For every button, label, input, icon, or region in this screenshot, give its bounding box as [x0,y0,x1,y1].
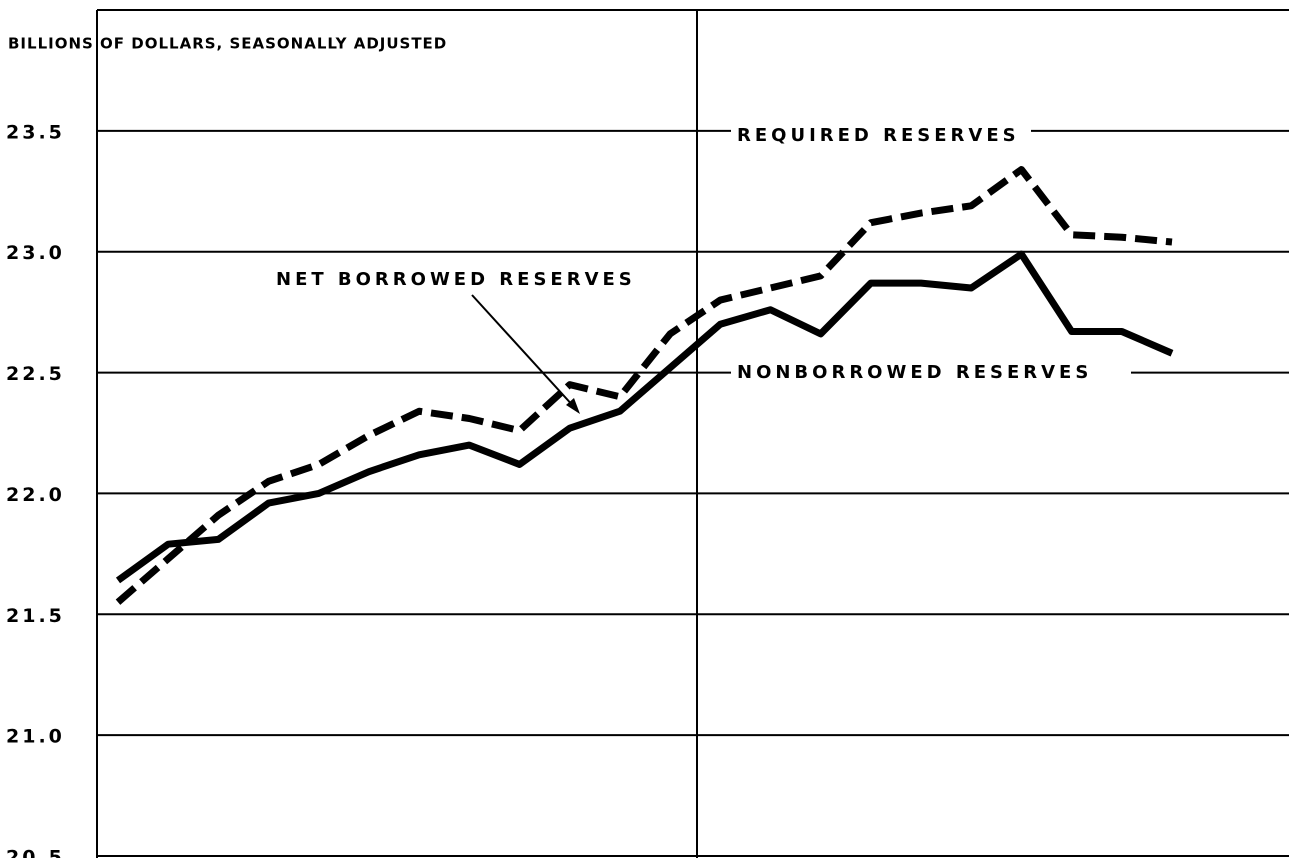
y-tick-label: 23.5 [6,121,65,143]
arrow-head [566,398,580,414]
series-label: REQUIRED RESERVES [737,125,1020,146]
y-axis-label: BILLIONS OF DOLLARS, SEASONALLY ADJUSTED [8,35,447,53]
y-tick-label: 21.0 [6,726,65,748]
annotation: NET BORROWED RESERVES [276,269,636,290]
y-tick-label: 21.5 [6,605,65,627]
y-tick-label: 22.5 [6,363,65,385]
series-line [115,166,1173,605]
series-line [115,250,1174,584]
label-bg [731,360,1131,386]
arrow [471,294,576,409]
series-label: NONBORROWED RESERVES [737,362,1092,383]
y-tick-label: 22.0 [6,484,65,506]
y-tick-label: 20.5 [6,847,65,858]
y-tick-label: 23.0 [6,242,65,264]
label-bg [731,123,1031,149]
